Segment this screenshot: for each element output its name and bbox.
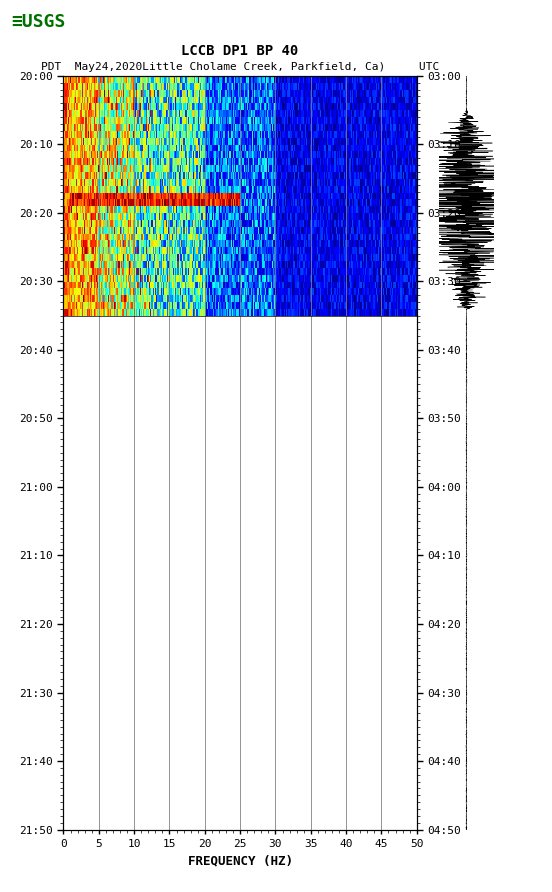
X-axis label: FREQUENCY (HZ): FREQUENCY (HZ) [188,855,293,867]
Text: PDT  May24,2020Little Cholame Creek, Parkfield, Ca)     UTC: PDT May24,2020Little Cholame Creek, Park… [41,62,439,72]
Text: ≡USGS: ≡USGS [11,12,66,30]
Text: LCCB DP1 BP 40: LCCB DP1 BP 40 [182,45,299,58]
